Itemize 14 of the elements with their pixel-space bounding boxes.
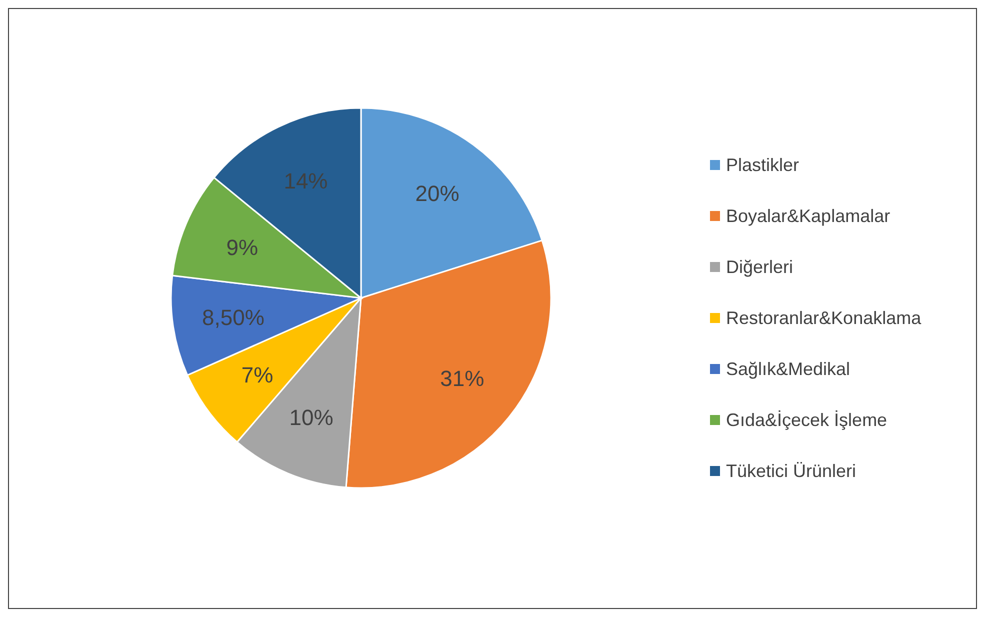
data-label: 20%	[415, 181, 460, 206]
legend-label: Restoranlar&Konaklama	[726, 308, 922, 328]
data-label: 7%	[241, 362, 274, 388]
legend-label: Plastikler	[726, 155, 800, 175]
legend-label: Gıda&İçecek İşleme	[726, 410, 888, 430]
legend-label: Diğerleri	[726, 257, 794, 277]
data-label: 8,50%	[202, 304, 264, 330]
data-label: 9%	[226, 234, 258, 260]
legend-label: Sağlık&Medikal	[726, 359, 850, 379]
legend-label: Tüketici Ürünleri	[726, 461, 856, 481]
data-label: 31%	[440, 366, 484, 391]
data-label: 14%	[284, 168, 328, 194]
legend-label: Boyalar&Kaplamalar	[726, 206, 890, 226]
data-label: 10%	[289, 404, 334, 430]
